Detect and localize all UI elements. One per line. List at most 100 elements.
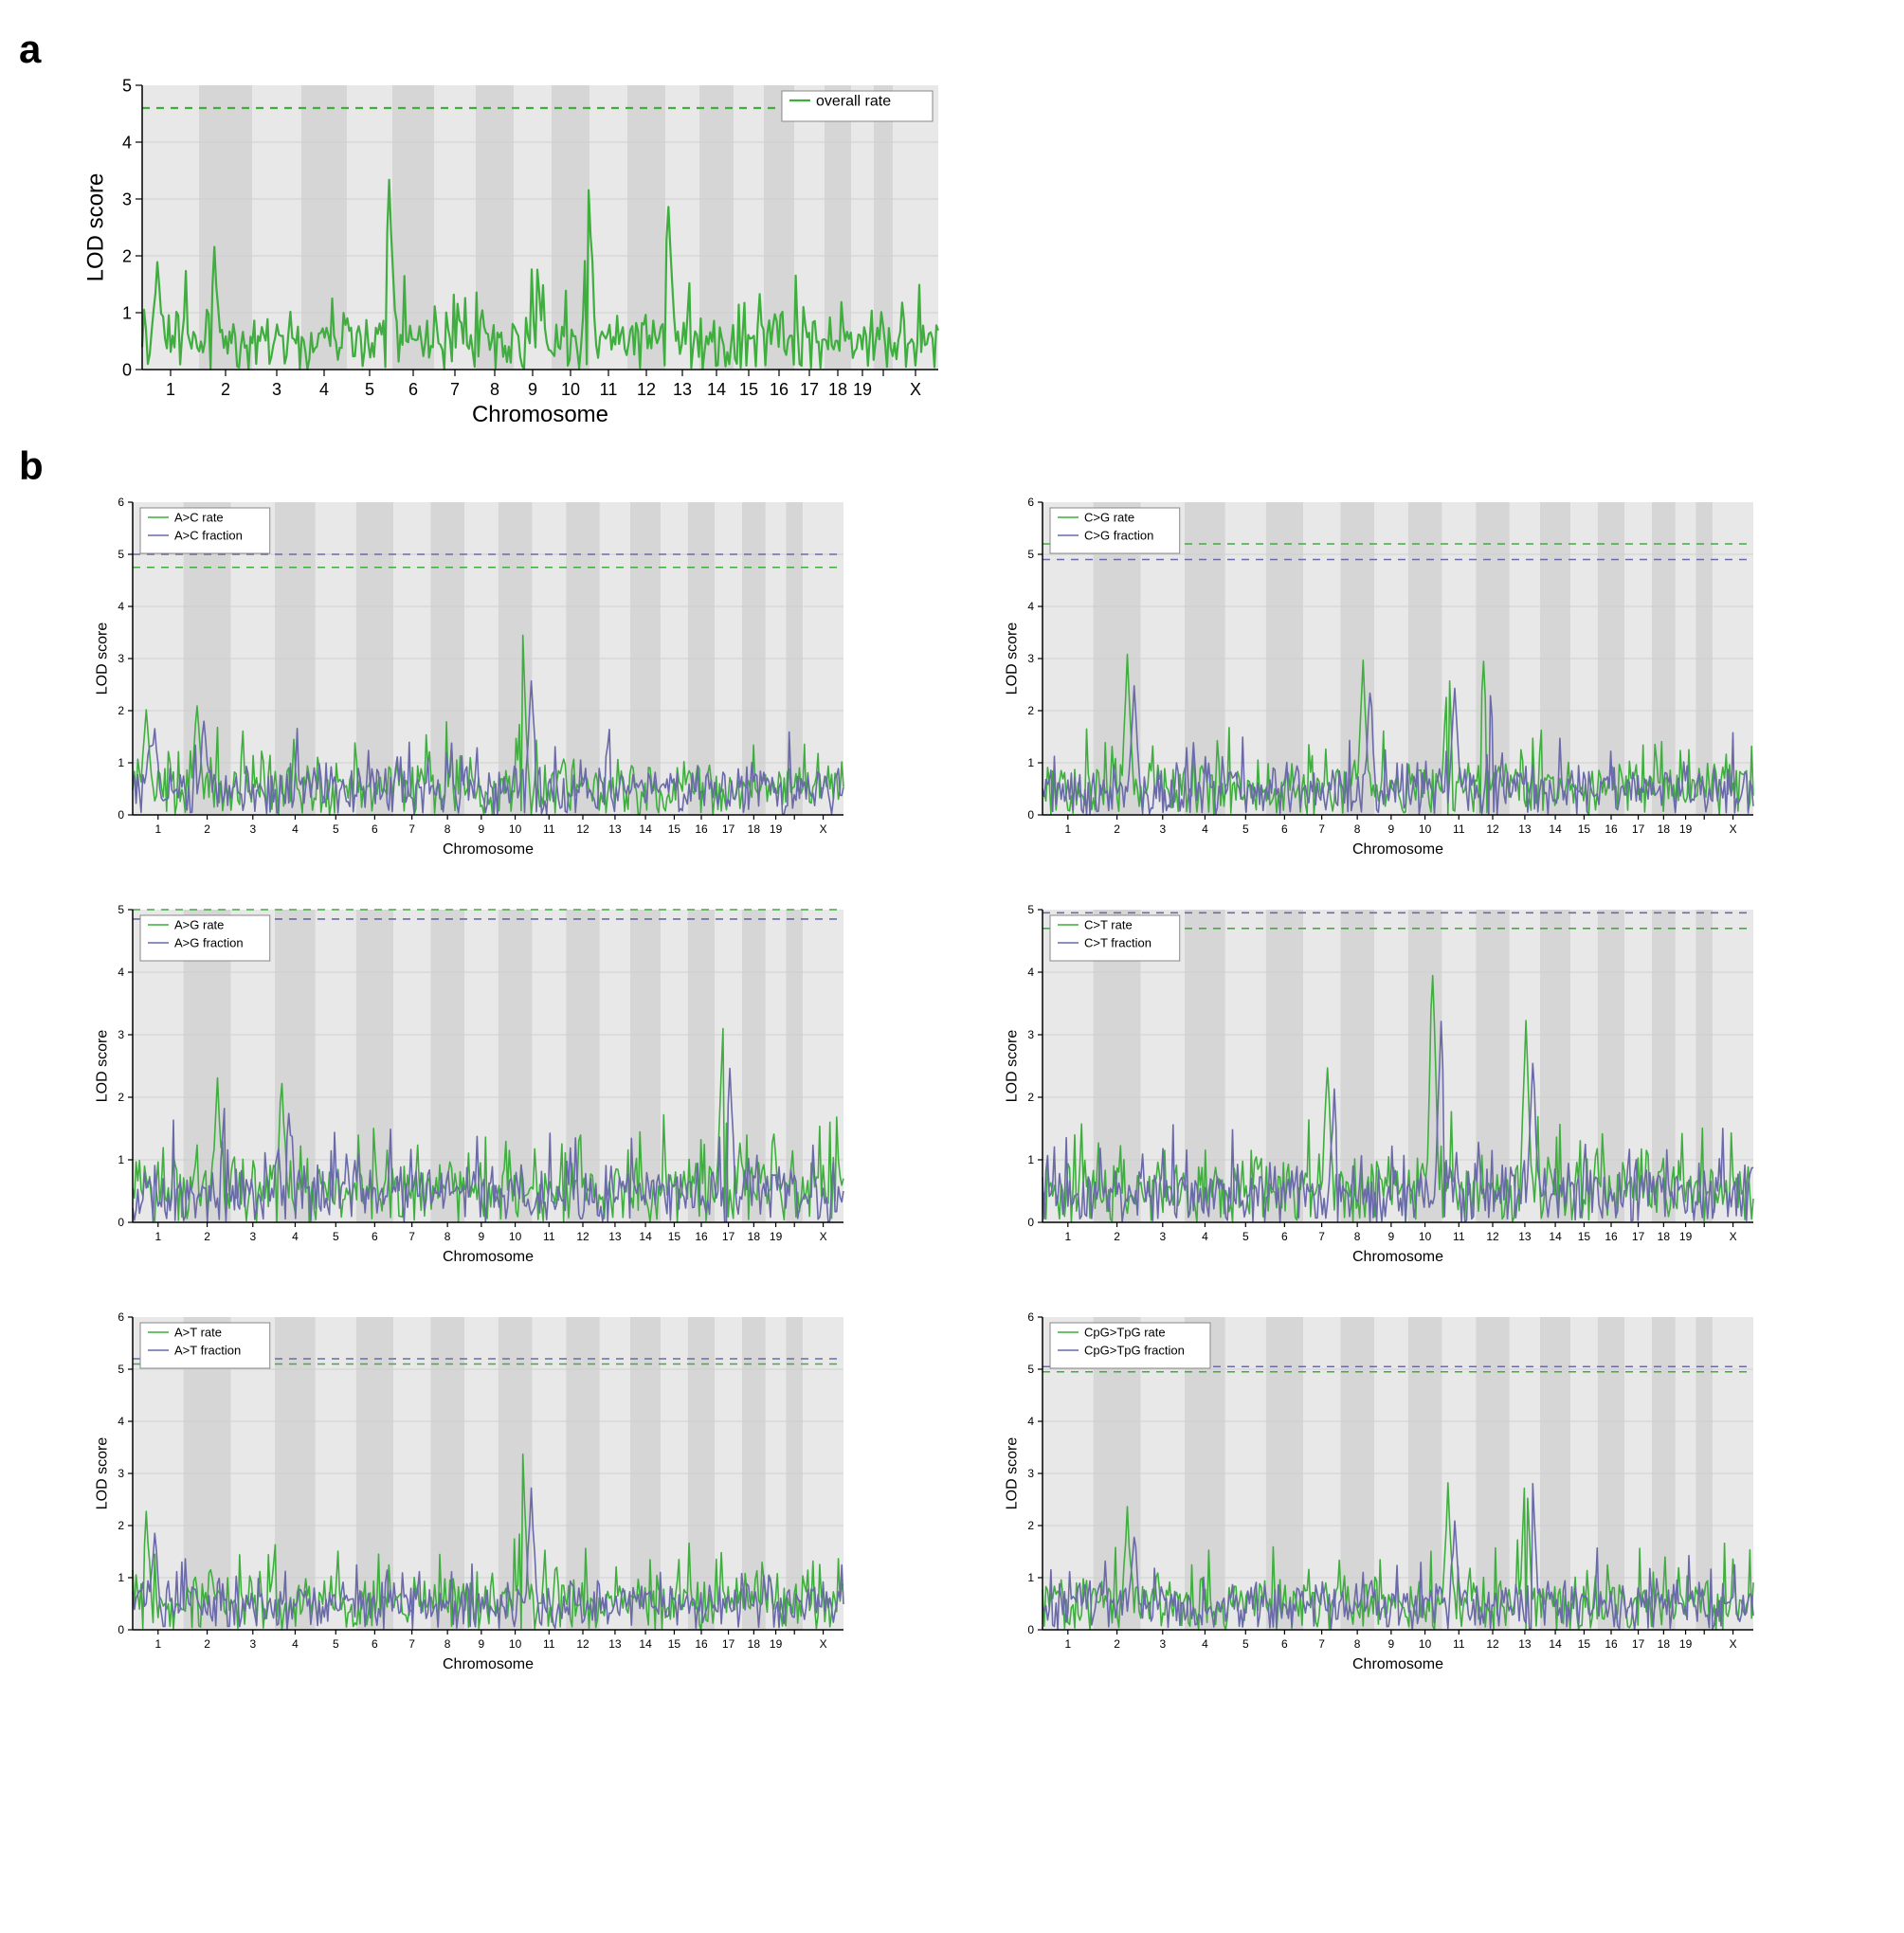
svg-text:11: 11 <box>1453 1637 1465 1651</box>
svg-text:LOD score: LOD score <box>1004 1437 1020 1510</box>
svg-text:18: 18 <box>748 822 761 836</box>
svg-text:10: 10 <box>1419 822 1432 836</box>
panel-b-chart: 012345612345678910111213141516171819XChr… <box>986 493 1763 872</box>
svg-text:11: 11 <box>1453 1230 1465 1243</box>
svg-text:6: 6 <box>372 1637 378 1651</box>
svg-text:17: 17 <box>1632 822 1645 836</box>
svg-text:CpG>TpG rate: CpG>TpG rate <box>1084 1326 1166 1340</box>
svg-text:2: 2 <box>1114 1637 1120 1651</box>
svg-text:11: 11 <box>543 1637 555 1651</box>
svg-text:0: 0 <box>1027 808 1034 822</box>
svg-text:LOD score: LOD score <box>1004 1030 1020 1103</box>
svg-text:5: 5 <box>365 380 374 399</box>
svg-text:9: 9 <box>1388 1637 1395 1651</box>
svg-text:9: 9 <box>1388 1230 1395 1243</box>
svg-text:19: 19 <box>1679 822 1693 836</box>
panel-b-svg: 012345612345678910111213141516171819XChr… <box>76 493 853 872</box>
svg-text:LOD score: LOD score <box>94 1030 110 1103</box>
svg-text:X: X <box>910 380 921 399</box>
svg-text:1: 1 <box>1027 1153 1034 1166</box>
svg-text:6: 6 <box>1281 1637 1288 1651</box>
svg-text:11: 11 <box>1453 822 1465 836</box>
svg-text:X: X <box>820 1230 827 1243</box>
svg-text:LOD score: LOD score <box>94 623 110 696</box>
svg-text:12: 12 <box>1486 822 1499 836</box>
svg-text:overall rate: overall rate <box>816 94 891 110</box>
svg-text:17: 17 <box>722 1230 735 1243</box>
svg-text:4: 4 <box>319 380 329 399</box>
svg-text:5: 5 <box>1242 822 1249 836</box>
svg-text:13: 13 <box>673 380 692 399</box>
svg-text:13: 13 <box>608 1637 622 1651</box>
svg-text:14: 14 <box>707 380 726 399</box>
svg-text:15: 15 <box>668 1637 681 1651</box>
svg-text:A>T fraction: A>T fraction <box>174 1344 241 1358</box>
svg-text:A>C rate: A>C rate <box>174 511 224 525</box>
svg-text:8: 8 <box>1354 1230 1361 1243</box>
svg-text:5: 5 <box>1027 903 1034 916</box>
svg-text:5: 5 <box>333 822 339 836</box>
svg-text:4: 4 <box>1202 822 1208 836</box>
svg-text:Chromosome: Chromosome <box>472 402 608 427</box>
svg-text:0: 0 <box>118 1216 124 1229</box>
svg-text:14: 14 <box>1549 822 1562 836</box>
svg-text:Chromosome: Chromosome <box>443 1249 534 1265</box>
svg-text:17: 17 <box>1632 1637 1645 1651</box>
svg-text:X: X <box>1730 1230 1737 1243</box>
svg-text:2: 2 <box>221 380 230 399</box>
svg-text:X: X <box>820 1637 827 1651</box>
svg-text:0: 0 <box>1027 1216 1034 1229</box>
svg-text:1: 1 <box>1064 1230 1071 1243</box>
svg-text:13: 13 <box>1518 822 1532 836</box>
panel-b-row: 01234512345678910111213141516171819XChro… <box>76 900 1877 1279</box>
svg-text:9: 9 <box>1388 822 1395 836</box>
svg-text:9: 9 <box>479 822 485 836</box>
svg-text:18: 18 <box>748 1637 761 1651</box>
svg-text:9: 9 <box>479 1230 485 1243</box>
svg-text:X: X <box>820 822 827 836</box>
panel-b-row: 012345612345678910111213141516171819XChr… <box>76 1308 1877 1687</box>
panel-a-svg: 01234512345678910111213141516171819XChro… <box>76 76 948 436</box>
svg-text:2: 2 <box>1027 1519 1034 1532</box>
svg-text:4: 4 <box>118 966 124 979</box>
svg-text:3: 3 <box>118 1028 124 1041</box>
svg-text:A>G rate: A>G rate <box>174 918 224 932</box>
svg-text:18: 18 <box>1658 1637 1671 1651</box>
svg-text:6: 6 <box>1281 822 1288 836</box>
svg-text:6: 6 <box>1281 1230 1288 1243</box>
svg-text:17: 17 <box>800 380 819 399</box>
svg-text:13: 13 <box>608 1230 622 1243</box>
svg-text:CpG>TpG fraction: CpG>TpG fraction <box>1084 1344 1185 1358</box>
svg-text:4: 4 <box>1202 1230 1208 1243</box>
svg-text:7: 7 <box>1318 822 1325 836</box>
svg-text:LOD score: LOD score <box>94 1437 110 1510</box>
svg-text:0: 0 <box>122 360 132 379</box>
svg-text:17: 17 <box>1632 1230 1645 1243</box>
svg-text:19: 19 <box>1679 1637 1693 1651</box>
svg-text:3: 3 <box>1159 1230 1166 1243</box>
svg-text:2: 2 <box>204 1637 210 1651</box>
svg-text:5: 5 <box>118 903 124 916</box>
svg-text:2: 2 <box>1027 1091 1034 1104</box>
svg-text:1: 1 <box>1027 756 1034 769</box>
svg-text:7: 7 <box>408 822 415 836</box>
svg-text:13: 13 <box>608 822 622 836</box>
svg-text:3: 3 <box>1159 822 1166 836</box>
svg-text:3: 3 <box>249 1637 256 1651</box>
svg-text:0: 0 <box>118 1623 124 1636</box>
svg-text:Chromosome: Chromosome <box>1352 1656 1443 1672</box>
svg-text:17: 17 <box>722 1637 735 1651</box>
svg-text:14: 14 <box>639 1230 652 1243</box>
svg-text:8: 8 <box>444 1230 451 1243</box>
svg-text:16: 16 <box>695 1230 708 1243</box>
svg-text:9: 9 <box>528 380 537 399</box>
panel-b-grid: 012345612345678910111213141516171819XChr… <box>19 493 1877 1687</box>
svg-text:4: 4 <box>118 1415 124 1428</box>
svg-text:5: 5 <box>118 548 124 561</box>
svg-text:17: 17 <box>722 822 735 836</box>
svg-text:1: 1 <box>1064 1637 1071 1651</box>
svg-text:7: 7 <box>1318 1230 1325 1243</box>
svg-text:14: 14 <box>1549 1230 1562 1243</box>
svg-text:2: 2 <box>1114 1230 1120 1243</box>
svg-text:4: 4 <box>122 133 132 152</box>
